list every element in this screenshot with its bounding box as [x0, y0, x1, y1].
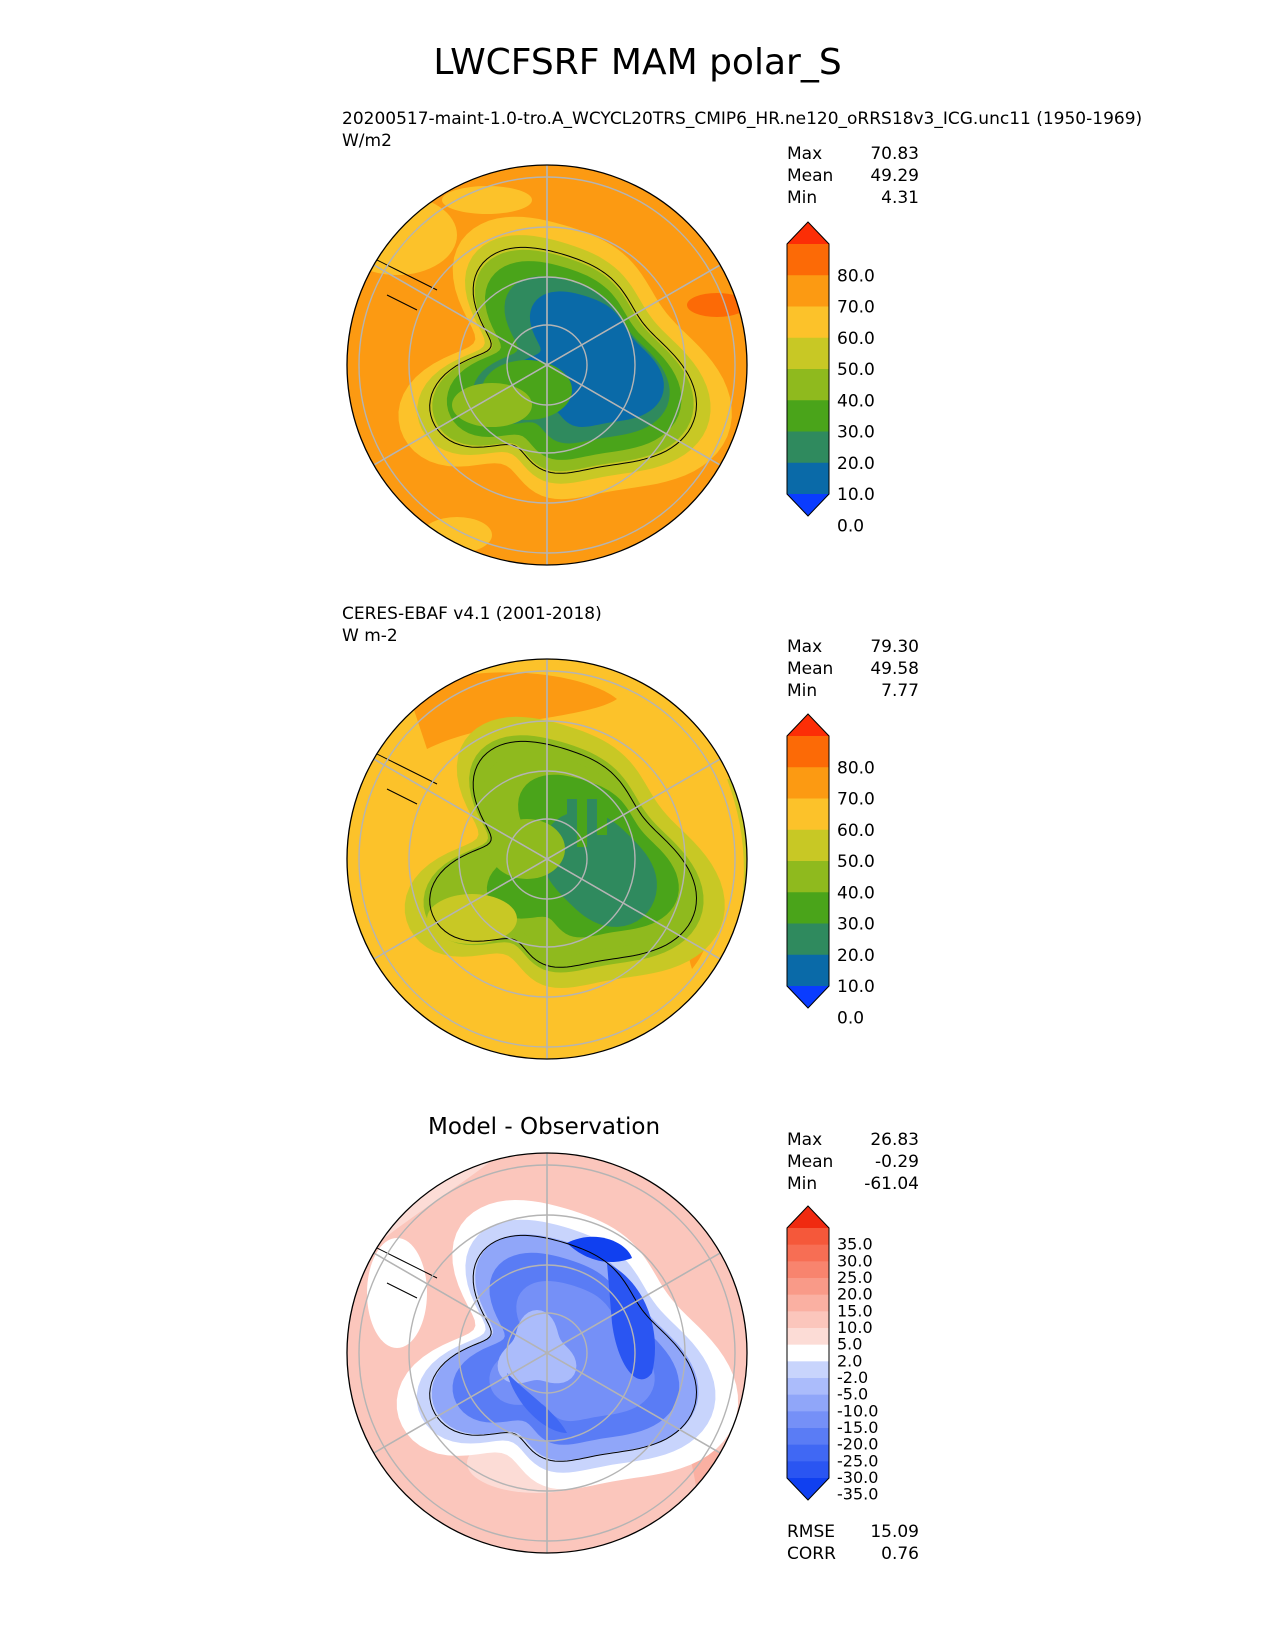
- colorbar-tick-label: 30.0: [837, 1251, 873, 1270]
- model-case-name: 20200517-maint-1.0-tro.A_WCYCL20TRS_CMIP…: [342, 109, 1143, 129]
- colorbar-tick-label: -10.0: [837, 1401, 878, 1420]
- stat-label: RMSE: [787, 1522, 836, 1542]
- colorbar-tick-label: 30.0: [837, 915, 875, 935]
- model-polar-map: [346, 164, 748, 566]
- colorbar-tick-label: -5.0: [837, 1385, 868, 1404]
- stat-min: 7.77: [881, 681, 919, 701]
- colorbar-tick-label: 10.0: [837, 977, 875, 997]
- colorbar-tick-label: 20.0: [837, 1285, 873, 1304]
- diff-polar-map: [346, 1152, 748, 1554]
- stat-max: 70.83: [870, 144, 919, 164]
- stat-label: Max: [787, 1130, 823, 1150]
- stat-min: 4.31: [881, 188, 919, 208]
- colorbar-tick-label: 60.0: [837, 329, 875, 349]
- colorbar-tick-label: 25.0: [837, 1268, 873, 1287]
- model-units: W/m2: [342, 131, 392, 151]
- stat-mean: 49.58: [870, 659, 919, 679]
- colorbar-tick-label: -15.0: [837, 1418, 878, 1437]
- obs-subtitle: CERES-EBAF v4.1 (2001-2018) W m-2: [342, 603, 602, 647]
- obs-colorbar: 80.0 70.0 60.0 50.0 40.0 30.0 20.0 10.0 0.0: [786, 713, 875, 1028]
- stat-mean: 49.29: [870, 166, 919, 186]
- colorbar-tick-label: -35.0: [837, 1485, 878, 1504]
- model-colorbar: 80.0 70.0 60.0 50.0 40.0 30.0 20.0 10.0 0.0: [786, 221, 875, 536]
- colorbar-tick-label: 10.0: [837, 1318, 873, 1337]
- figure-title: LWCFSRF MAM polar_S: [433, 42, 842, 83]
- colorbar-tick-label: 70.0: [837, 790, 875, 810]
- colorbar-tick-label: 35.0: [837, 1235, 873, 1254]
- model-stats: Max 70.83 Mean 49.29 Min 4.31: [787, 143, 919, 209]
- stat-max: 26.83: [870, 1130, 919, 1150]
- colorbar-tick-label: -30.0: [837, 1468, 878, 1487]
- stat-label: Mean: [787, 1152, 834, 1172]
- colorbar-tick-label: 0.0: [837, 516, 864, 536]
- colorbar-tick-label: 2.0: [837, 1351, 862, 1370]
- stat-label: Min: [787, 681, 818, 701]
- colorbar-tick-label: 40.0: [837, 883, 875, 903]
- diff-colorbar: 35.030.025.020.015.010.05.02.0-2.0-5.0-1…: [786, 1205, 878, 1504]
- colorbar-tick-label: 40.0: [837, 391, 875, 411]
- stat-rmse: 15.09: [870, 1522, 919, 1542]
- colorbar-tick-label: -25.0: [837, 1451, 878, 1470]
- colorbar-tick-label: 15.0: [837, 1301, 873, 1320]
- colorbar-tick-label: 60.0: [837, 821, 875, 841]
- colorbar-tick-label: 5.0: [837, 1335, 862, 1354]
- stat-label: CORR: [787, 1544, 836, 1564]
- model-subtitle: 20200517-maint-1.0-tro.A_WCYCL20TRS_CMIP…: [342, 108, 1142, 152]
- stat-corr: 0.76: [881, 1544, 919, 1564]
- colorbar-tick-label: 0.0: [837, 1008, 864, 1028]
- stat-label: Max: [787, 637, 823, 657]
- obs-stats: Max 79.30 Mean 49.58 Min 7.77: [787, 636, 919, 702]
- stat-label: Min: [787, 188, 818, 208]
- stat-label: Min: [787, 1174, 818, 1194]
- diff-stats: Max 26.83 Mean -0.29 Min -61.04: [787, 1129, 919, 1195]
- colorbar-tick-label: 20.0: [837, 454, 875, 474]
- obs-polar-map: [346, 658, 748, 1060]
- obs-units: W m-2: [342, 626, 398, 646]
- stat-min: -61.04: [864, 1174, 919, 1194]
- obs-dataset-name: CERES-EBAF v4.1 (2001-2018): [342, 604, 602, 624]
- colorbar-tick-label: -2.0: [837, 1368, 868, 1387]
- colorbar-tick-label: 80.0: [837, 758, 875, 778]
- colorbar-tick-label: 10.0: [837, 485, 875, 505]
- colorbar-tick-label: 80.0: [837, 266, 875, 286]
- colorbar-tick-label: 50.0: [837, 852, 875, 872]
- diff-skill-scores: RMSE 15.09 CORR 0.76: [787, 1521, 919, 1565]
- colorbar-tick-label: 20.0: [837, 946, 875, 966]
- colorbar-tick-label: -20.0: [837, 1435, 878, 1454]
- stat-max: 79.30: [870, 637, 919, 657]
- colorbar-tick-label: 70.0: [837, 298, 875, 318]
- colorbar-tick-label: 50.0: [837, 360, 875, 380]
- diff-heading: Model - Observation: [428, 1114, 661, 1140]
- stat-label: Mean: [787, 659, 834, 679]
- stat-label: Mean: [787, 166, 834, 186]
- stat-label: Max: [787, 144, 823, 164]
- colorbar-tick-label: 30.0: [837, 423, 875, 443]
- stat-mean: -0.29: [875, 1152, 919, 1172]
